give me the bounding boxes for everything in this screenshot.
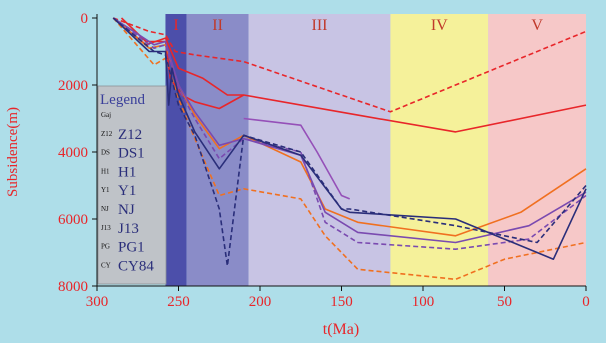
- legend-title: Legend: [100, 92, 145, 108]
- y-tick-label-0: 0: [81, 11, 89, 27]
- legend-label-7: J13: [118, 221, 139, 237]
- series-line-10: [112, 17, 587, 267]
- stage-bands: I II III IV V: [165, 14, 586, 286]
- x-axis-title: t(Ma): [323, 321, 359, 338]
- legend-tag-9: CY: [101, 261, 111, 269]
- legend-tag-4: H1: [101, 167, 110, 175]
- legend: Legend Gaj Z12 Z12 DS DS1 H1 H1 Y1 Y1 NJ NJ J13 J13 PG…: [97, 85, 167, 285]
- x-tick-label-150: 150: [330, 294, 353, 310]
- y-axis-title: Subsidence(m): [5, 107, 21, 197]
- series-line-9: [112, 17, 587, 261]
- series-line-6: [112, 17, 587, 244]
- legend-label-6: NJ: [118, 202, 135, 218]
- legend-tag-2: Z12: [101, 130, 113, 138]
- stage-band-II: [186, 14, 249, 286]
- x-tick-label-0: 0: [582, 294, 590, 310]
- legend-label-3: DS1: [118, 146, 145, 162]
- stage-label-II: II: [212, 17, 223, 34]
- stage-band-V: [488, 14, 586, 286]
- x-tick-label-50: 50: [497, 294, 512, 310]
- x-tick-label-250: 250: [167, 294, 190, 310]
- x-tick-label-100: 100: [412, 294, 435, 310]
- legend-tag-3: DS: [101, 149, 110, 157]
- series-line-2: [113, 17, 587, 113]
- x-tick-label-200: 200: [249, 294, 272, 310]
- legend-tag-1: Gaj: [101, 111, 111, 119]
- legend-tag-7: J13: [101, 224, 111, 232]
- y-tick-label-2000: 2000: [58, 78, 88, 94]
- legend-label-9: CY84: [118, 258, 154, 274]
- legend-label-8: PG1: [118, 240, 145, 256]
- legend-box: [97, 85, 167, 285]
- x-tick-label-300: 300: [86, 294, 109, 310]
- stage-label-IV: IV: [431, 17, 448, 34]
- stage-label-V: V: [531, 17, 543, 34]
- legend-label-2: Z12: [118, 127, 142, 143]
- y-tick-label-4000: 4000: [58, 145, 88, 161]
- series-line-8: [243, 117, 351, 200]
- legend-tag-5: Y1: [101, 186, 110, 194]
- legend-label-4: H1: [118, 164, 136, 180]
- series-line-7: [112, 17, 587, 250]
- series-lines: [112, 17, 587, 281]
- stage-band-III: [248, 14, 391, 286]
- legend-tag-6: NJ: [101, 205, 109, 213]
- stage-band-IV: [390, 14, 489, 286]
- stage-label-III: III: [312, 17, 328, 34]
- legend-tag-8: PG: [101, 243, 110, 251]
- y-tick-label-6000: 6000: [58, 212, 88, 228]
- y-tick-label-8000: 8000: [58, 279, 88, 295]
- stage-label-I: I: [173, 17, 178, 34]
- legend-label-5: Y1: [118, 183, 136, 199]
